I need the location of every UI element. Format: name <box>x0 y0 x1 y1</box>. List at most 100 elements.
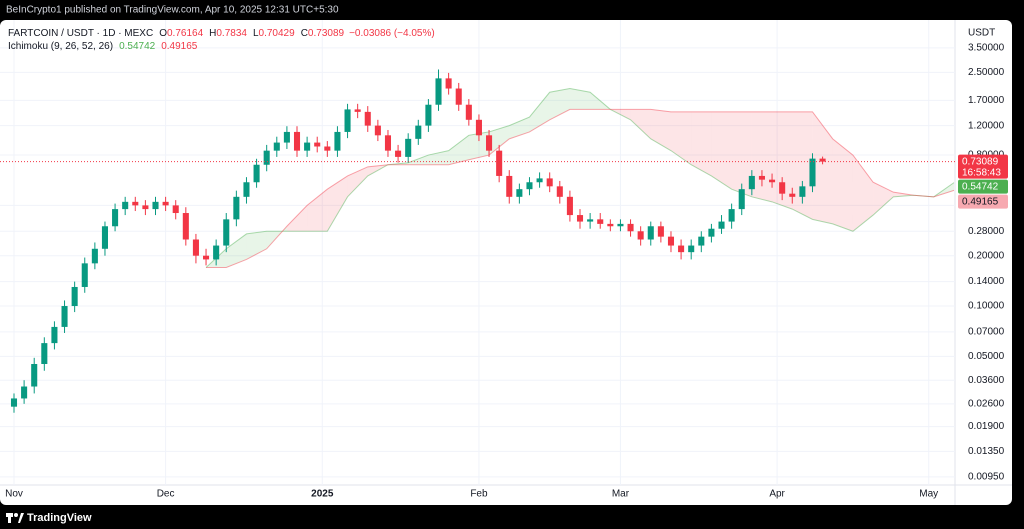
candle-body <box>172 205 179 214</box>
candle-body <box>637 231 644 240</box>
candle-body <box>455 88 462 105</box>
cloud-segment <box>630 109 651 139</box>
price-label: 0.54742 <box>962 181 999 192</box>
candle-body <box>758 175 765 180</box>
x-tick-label: Nov <box>5 489 23 500</box>
y-tick-label: 1.20000 <box>968 120 1005 131</box>
x-tick-label: Dec <box>157 489 175 500</box>
candle-body <box>283 131 290 143</box>
candle-body <box>263 150 270 165</box>
candle-body <box>819 158 826 162</box>
candle-body <box>192 239 199 256</box>
candle-body <box>516 189 523 197</box>
y-axis-title: USDT <box>968 28 995 39</box>
candle-body <box>314 142 321 147</box>
candle-body <box>789 193 796 197</box>
candle-body <box>536 178 543 183</box>
cloud-segment <box>226 233 247 268</box>
chart-panel <box>0 20 1012 505</box>
candle-body <box>405 138 412 157</box>
ohlc-value: 0.7834 <box>216 28 247 39</box>
ohlc-value: 0.73089 <box>308 28 345 39</box>
cloud-segment <box>852 155 874 232</box>
candle-body <box>142 205 149 210</box>
cloud-segment <box>792 111 813 220</box>
price-label: 0.73089 <box>962 156 999 167</box>
cloud-segment <box>367 164 388 176</box>
candle-body <box>799 186 806 197</box>
candle-body <box>384 135 392 151</box>
candle-body <box>769 179 776 183</box>
x-tick-label: 2025 <box>311 489 334 500</box>
ichimoku-span <box>206 108 955 268</box>
candle-body <box>526 182 533 190</box>
candle-body <box>182 213 189 240</box>
candle-body <box>445 78 452 89</box>
candle-body <box>243 182 250 197</box>
candle-body <box>748 175 755 190</box>
x-tick-label: May <box>919 489 938 500</box>
candle-body <box>617 223 624 227</box>
ohlc-letter: L <box>253 28 259 39</box>
y-tick-label: 0.10000 <box>968 301 1005 312</box>
ohlc-letter: O <box>159 28 167 39</box>
candle-body <box>304 142 311 151</box>
candle-body <box>213 245 220 260</box>
y-tick-label: 0.14000 <box>968 276 1005 287</box>
candle-body <box>556 186 563 197</box>
y-tick-label: 0.00950 <box>968 472 1005 483</box>
y-tick-label: 0.28000 <box>968 226 1005 237</box>
candle-body <box>334 131 341 151</box>
candle-body <box>475 119 482 136</box>
cloud-segment <box>286 205 308 232</box>
brand-logo <box>6 513 24 523</box>
x-tick-label: Apr <box>769 489 785 500</box>
candle-body <box>162 201 169 206</box>
candle-body <box>566 196 573 216</box>
cloud-segment <box>933 182 954 197</box>
cloud-segment <box>569 88 591 110</box>
candle-body <box>395 150 402 157</box>
candle-body <box>576 215 584 222</box>
candle-body <box>678 245 685 253</box>
candle-body <box>91 248 98 264</box>
cloud-segment <box>246 231 267 260</box>
candle-body <box>101 226 108 249</box>
candle-body <box>486 135 493 151</box>
y-tick-label: 0.07000 <box>968 327 1005 338</box>
cloud-segment <box>731 111 752 197</box>
candle-body <box>465 104 472 120</box>
axis-labels: 0.00950 0.01350 0.01900 0.02600 0.03600 0.050… <box>5 43 1008 500</box>
candle-body <box>647 226 654 240</box>
cloud-segment <box>812 111 833 224</box>
candle-body <box>344 109 351 132</box>
candle-body <box>10 398 18 407</box>
candle-body <box>31 363 38 387</box>
price-label: 0.49165 <box>962 196 999 207</box>
cloud-segment <box>509 117 530 139</box>
candle-body <box>496 150 503 176</box>
symbol: FARTCOIN / USDT · 1D · MEXC <box>8 28 153 39</box>
cloud-segment <box>549 88 570 120</box>
cloud-segment <box>610 109 631 120</box>
brand: TradingView <box>27 512 92 524</box>
y-tick-label: 0.03600 <box>968 375 1005 386</box>
candle-body <box>132 201 139 206</box>
candle-body <box>61 306 68 327</box>
candle-body <box>688 245 695 253</box>
candle-body <box>233 196 240 220</box>
cloud-segment <box>529 92 550 132</box>
candle-body <box>435 78 442 105</box>
candle-body <box>607 223 614 227</box>
cloud-segment <box>691 111 712 176</box>
candle-body <box>708 228 715 237</box>
candle-body <box>152 201 159 210</box>
cloud-segment <box>468 131 490 160</box>
candle-body <box>112 209 119 227</box>
cloud-segment <box>670 111 692 165</box>
y-tick-label: 0.05000 <box>968 351 1005 362</box>
cloud-segment <box>772 111 793 210</box>
legend-line: Ichimoku (9, 26, 52, 26) 0.54742 0.49165 <box>8 41 198 52</box>
